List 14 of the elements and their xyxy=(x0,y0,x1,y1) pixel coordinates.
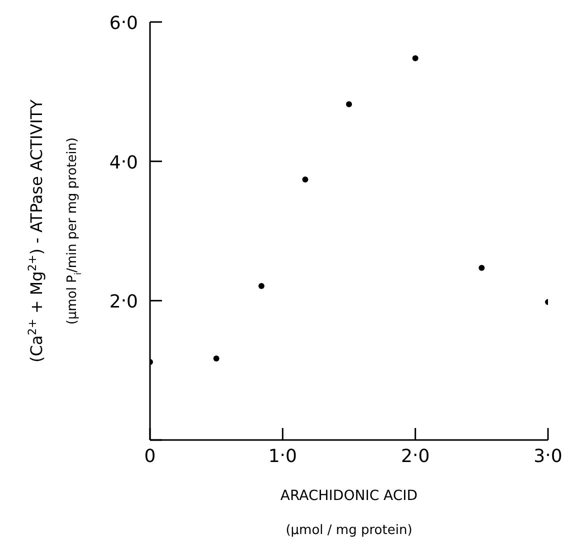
x-tick-label: 3.0 xyxy=(534,440,562,467)
x-tick-label: 2.0 xyxy=(401,440,430,467)
point xyxy=(346,101,352,108)
point xyxy=(302,176,308,182)
y-tick-label: 6.0 xyxy=(109,7,138,34)
y-tick-label: 4.0 xyxy=(109,146,138,174)
point xyxy=(478,264,485,271)
point xyxy=(258,283,264,290)
point xyxy=(213,355,220,362)
y-tick-label: 2.0 xyxy=(109,286,138,313)
x-tick-label: 1.0 xyxy=(268,440,297,467)
x-tick-label: 0 xyxy=(144,446,156,467)
point xyxy=(412,55,418,62)
text: ARACHIDONIC ACID (μmol / mg protein) xyxy=(280,488,418,538)
